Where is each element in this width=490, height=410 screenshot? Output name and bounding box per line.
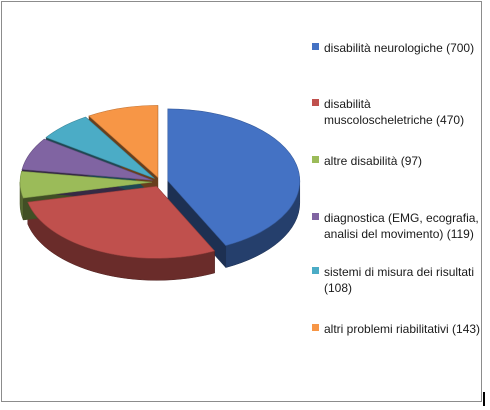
pie-slice-2-top [19,171,153,199]
legend-label-altri-problemi: altri problemi riabilitativi (143) [324,322,481,336]
pie-slice-5-top [88,105,159,179]
legend-swatch-altri-problemi [312,324,319,331]
pie-slice-3-top [21,138,153,181]
pie-slice-1-top [27,186,216,259]
legend-label-diagnostica: diagnostica (EMG, ecografia, analisi del… [324,211,479,241]
pie-top-layer [19,105,301,259]
pie-slice-4-top [45,116,155,179]
pie-slice-0-top [167,108,301,246]
legend-swatch-diagnostica [312,213,319,220]
legend-label-altre-disabilita: altre disabilità (97) [324,154,423,168]
legend-label-neurologiche: disabilità neurologiche (700) [324,41,475,55]
legend-swatch-muscoloscheletriche [312,99,319,106]
legend-swatch-altre-disabilita [312,156,319,163]
legend-swatch-sistemi-misura [312,267,319,274]
chart-legend: disabilità neurologiche (700) disabilità… [312,0,482,410]
legend-swatch-neurologiche [312,43,319,50]
legend-label-muscoloscheletriche: disabilità muscoloscheletriche (470) [324,97,465,127]
legend-label-sistemi-misura: sistemi di misura dei risultati (108) [324,265,475,295]
frame-corner-mark [483,392,485,406]
